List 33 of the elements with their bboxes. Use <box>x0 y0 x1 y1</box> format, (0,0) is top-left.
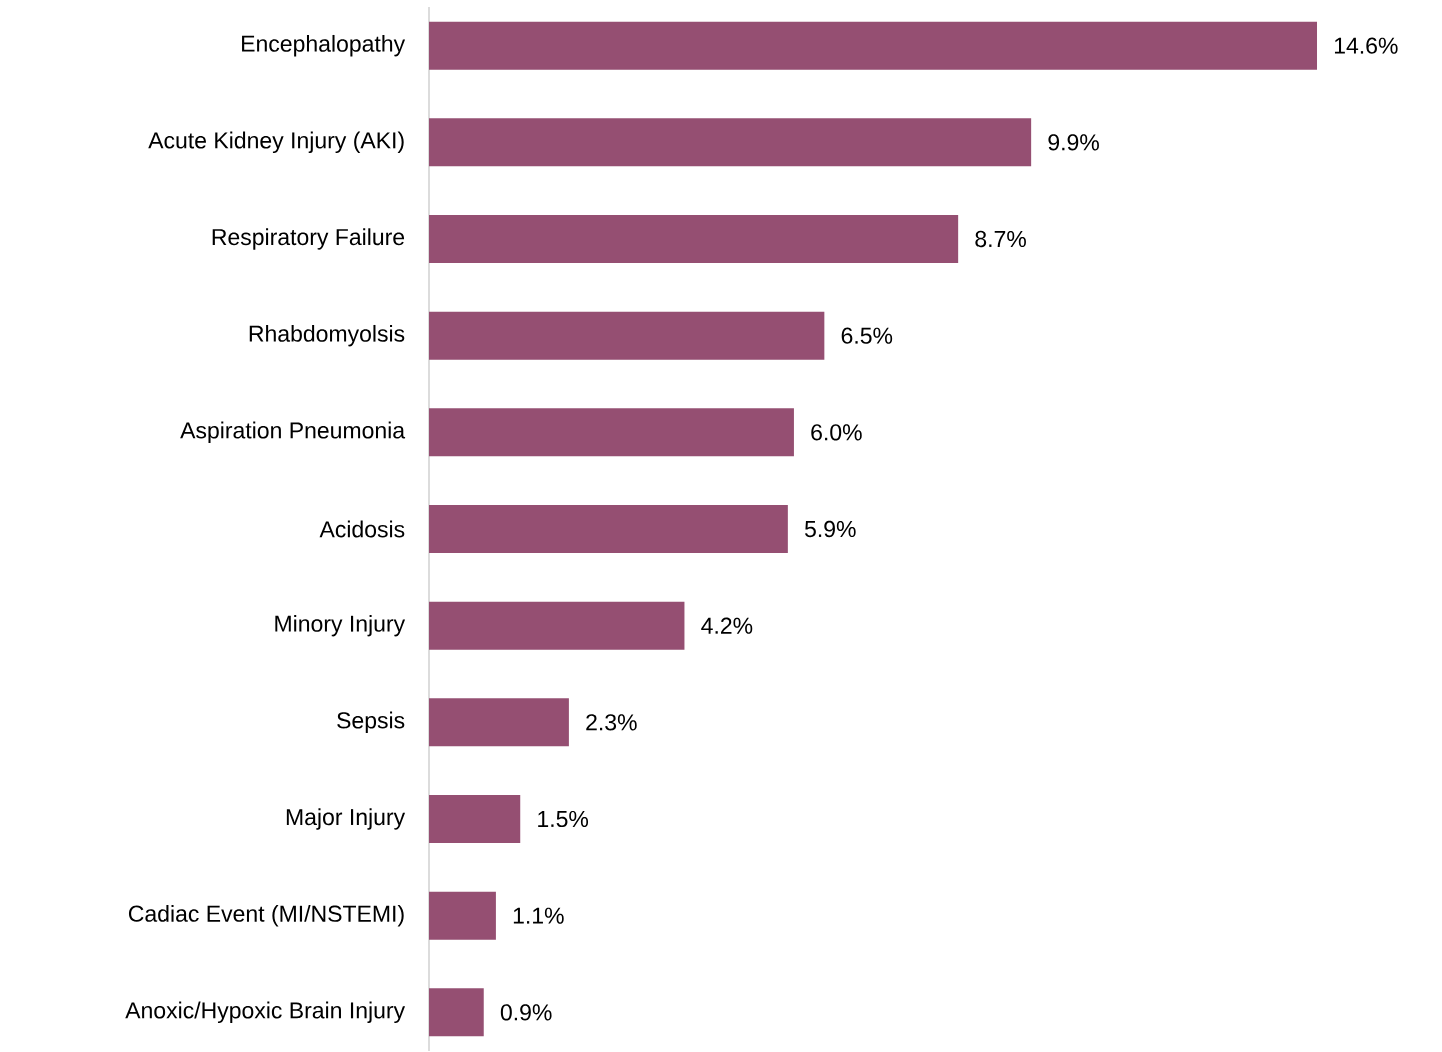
y-tick-label: Acidosis <box>319 520 405 538</box>
y-tick-label: Minory Injury <box>275 614 406 637</box>
bar <box>429 505 788 554</box>
data-label: 0.9% <box>500 1004 552 1021</box>
data-label: 6.5% <box>841 327 893 344</box>
y-tick-label: Sepsis <box>337 711 405 734</box>
bar <box>429 311 825 360</box>
data-label: 5.9% <box>804 520 856 538</box>
y-tick-label: Rhabdomyolsis <box>249 324 405 347</box>
data-label: 6.0% <box>811 424 862 441</box>
bar <box>429 21 1318 70</box>
bar <box>429 795 521 844</box>
bar <box>429 601 685 650</box>
data-label: 2.3% <box>586 714 637 731</box>
bar <box>429 408 794 457</box>
bar <box>429 118 1032 167</box>
y-tick-label: Acute Kidney Injury (AKI) <box>148 131 404 154</box>
bar <box>429 891 496 940</box>
data-label: 1.1% <box>513 907 564 924</box>
data-label: 8.7% <box>975 230 1026 248</box>
bar <box>429 698 569 747</box>
y-tick-label: Anoxic/Hypoxic Brain Injury <box>125 1001 406 1024</box>
data-label: 4.2% <box>701 617 753 634</box>
y-tick-label: Aspiration Pneumonia <box>180 421 406 444</box>
data-label: 1.5% <box>538 810 589 828</box>
bar <box>429 988 484 1037</box>
y-tick-label: Encephalopathy <box>242 34 406 57</box>
y-tick-label: Respiratory Failure <box>212 228 405 250</box>
bar <box>429 215 959 264</box>
data-label: 9.9% <box>1048 134 1099 151</box>
y-tick-label: Cadiac Event (MI/NSTEMI) <box>128 904 404 927</box>
data-label: 14.6% <box>1334 37 1398 54</box>
y-tick-label: Major Injury <box>286 808 406 830</box>
